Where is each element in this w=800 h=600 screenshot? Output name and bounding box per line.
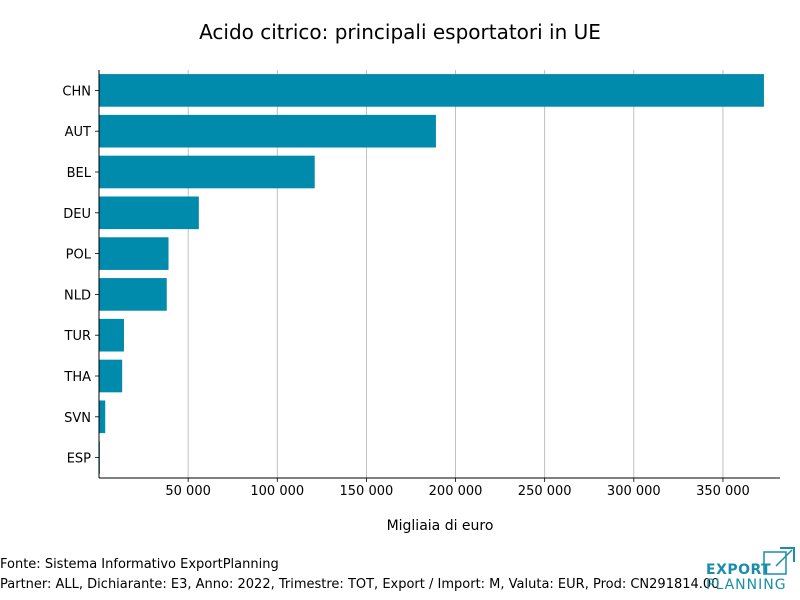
chart-title: Acido citrico: principali esportatori in… bbox=[199, 20, 601, 44]
y-tick-label: AUT bbox=[65, 125, 91, 140]
axes bbox=[95, 70, 780, 482]
bar-tur bbox=[99, 318, 124, 352]
exportplanning-logo: EXPORT PLANNING bbox=[706, 546, 796, 593]
x-tick-label: 100 000 bbox=[250, 484, 304, 499]
y-tick-label: CHN bbox=[62, 84, 91, 99]
footer-source: Fonte: Sistema Informativo ExportPlannin… bbox=[0, 557, 279, 572]
y-tick-label: DEU bbox=[63, 207, 91, 222]
bar-deu bbox=[99, 196, 199, 230]
y-tick-label: TUR bbox=[64, 329, 92, 344]
y-tick-label: NLD bbox=[64, 288, 91, 303]
x-tick-label: 50 000 bbox=[165, 484, 211, 499]
footer-meta: Partner: ALL, Dichiarante: E3, Anno: 202… bbox=[0, 577, 720, 592]
tick-labels: 50 000 100 000 150 000 200 000 250 000 300 00… bbox=[62, 84, 749, 499]
x-axis-title: Migliaia di euro bbox=[387, 518, 494, 534]
x-tick-label: 300 000 bbox=[607, 484, 661, 499]
bar-svn bbox=[99, 400, 106, 434]
logo-mark-icon bbox=[763, 547, 795, 575]
logo-text-export: EXPORT bbox=[706, 562, 772, 578]
x-tick-label: 350 000 bbox=[696, 484, 750, 499]
y-tick-label: SVN bbox=[64, 411, 91, 426]
bar-tha bbox=[99, 359, 123, 393]
x-tick-label: 250 000 bbox=[518, 484, 572, 499]
bars bbox=[99, 74, 764, 474]
bar-aut bbox=[99, 114, 436, 148]
logo-text-planning: PLANNING bbox=[706, 577, 787, 593]
bar-nld bbox=[99, 278, 167, 311]
bar-chn bbox=[99, 74, 764, 107]
y-tick-label: BEL bbox=[67, 166, 92, 181]
y-tick-label: ESP bbox=[67, 452, 91, 467]
x-tick-label: 200 000 bbox=[429, 484, 483, 499]
y-tick-label: POL bbox=[66, 248, 92, 263]
bar-pol bbox=[99, 237, 169, 270]
bar-bel bbox=[99, 155, 315, 189]
x-tick-label: 150 000 bbox=[340, 484, 394, 499]
y-tick-label: THA bbox=[63, 370, 91, 385]
